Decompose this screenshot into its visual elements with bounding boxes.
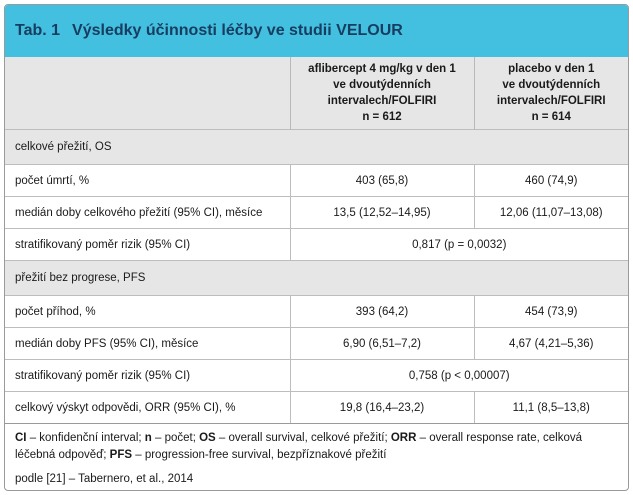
header-blank-cell	[5, 57, 291, 130]
table-row: celkový výskyt odpovědi, ORR (95% CI), %…	[5, 391, 628, 423]
table-row: stratifikovaný poměr rizik (95% CI) 0,75…	[5, 359, 628, 392]
header-aflibercept: aflibercept 4 mg/kg v den 1 ve dvoutýden…	[290, 57, 475, 130]
table-label: Tab. 1	[15, 22, 61, 39]
results-table: aflibercept 4 mg/kg v den 1 ve dvoutýden…	[5, 57, 628, 423]
table-row: stratifikovaný poměr rizik (95% CI) 0,81…	[5, 228, 628, 261]
abbreviations: CI – konfidenční interval; n – počet; OS…	[15, 432, 582, 461]
header-row: aflibercept 4 mg/kg v den 1 ve dvoutýden…	[5, 57, 628, 130]
table-row: medián doby PFS (95% CI), měsíce 6,90 (6…	[5, 327, 628, 360]
table-title-bar: Tab. 1 Výsledky účinnosti léčby ve studi…	[5, 5, 628, 57]
header-placebo: placebo v den 1 ve dvoutýdenních interva…	[474, 57, 628, 130]
table-row: medián doby celkového přežití (95% CI), …	[5, 196, 628, 229]
table-source: podle [21] – Tabernero, et al., 2014	[15, 473, 194, 485]
table-title: Výsledky účinnosti léčby ve studii VELOU…	[72, 22, 403, 39]
section-pfs: přežití bez progrese, PFS	[5, 260, 628, 296]
table-row: počet příhod, % 393 (64,2) 454 (73,9)	[5, 295, 628, 328]
table-footnotes: CI – konfidenční interval; n – počet; OS…	[5, 423, 628, 488]
section-os: celkové přežití, OS	[5, 129, 628, 165]
table-card: Tab. 1 Výsledky účinnosti léčby ve studi…	[4, 4, 629, 491]
table-row: počet úmrtí, % 403 (65,8) 460 (74,9)	[5, 164, 628, 197]
